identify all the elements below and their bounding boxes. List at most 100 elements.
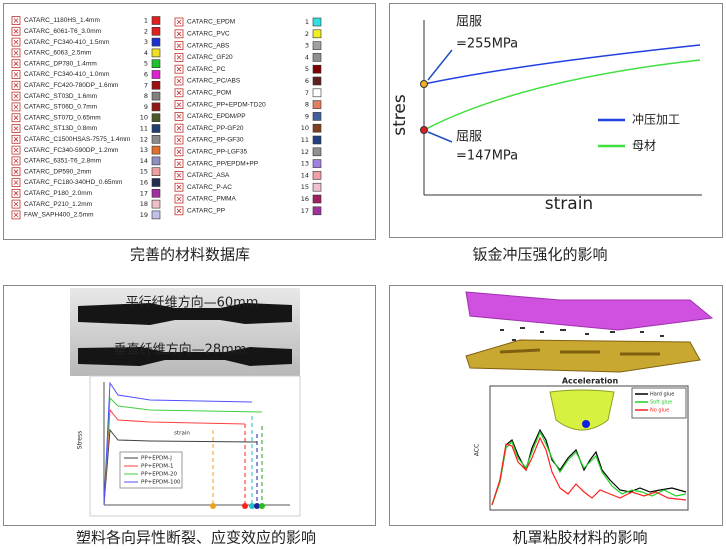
- material-icon-mark: [176, 43, 182, 48]
- material-swatch: [151, 26, 161, 36]
- legend-label: Soft glue: [650, 400, 672, 406]
- axis-label: stres: [390, 94, 410, 136]
- chart-area: [89, 375, 301, 517]
- material-name: CATARC_POM: [187, 90, 231, 97]
- material-name: CATARC_PP/EPDM+PP: [187, 160, 258, 167]
- material-swatch: [312, 123, 322, 133]
- material-swatch: [151, 124, 161, 133]
- material-icon-mark: [176, 149, 182, 155]
- material-swatch: [312, 88, 322, 98]
- material-number: 8: [305, 101, 309, 109]
- curve: [491, 428, 687, 506]
- material-number: 7: [144, 81, 148, 89]
- material-number: 15: [301, 183, 309, 191]
- material-swatch: [312, 64, 322, 74]
- material-swatch: [312, 112, 322, 121]
- material-name: CATARC_PP-LGF35: [187, 149, 247, 156]
- material-swatch: [312, 135, 322, 145]
- material-name: CATARC_P-AC: [187, 184, 232, 191]
- material-icon-mark: [176, 173, 182, 178]
- material-number: 10: [301, 124, 309, 132]
- material-number: 1: [144, 17, 148, 25]
- material-icon-mark: [176, 66, 182, 72]
- material-swatch: [312, 182, 322, 192]
- material-swatch: [151, 70, 161, 79]
- material-swatch: [151, 48, 161, 58]
- material-number: 10: [140, 114, 148, 122]
- material-name: FAW_SAPH400_2.5mm: [24, 212, 93, 219]
- dot: [242, 503, 248, 509]
- material-name: CATARC_FC340-590DP_1.2mm: [24, 147, 118, 154]
- dot: [254, 503, 260, 509]
- material-name: CATARC_6061-T6_3.0mm: [24, 28, 101, 35]
- curve: [491, 436, 687, 506]
- material-swatch: [151, 156, 161, 166]
- material-swatch: [151, 59, 161, 69]
- material-swatch: [151, 113, 161, 122]
- material-icon-mark: [176, 19, 182, 25]
- material-icon-mark: [13, 158, 19, 164]
- material-name: CATARC_6351-T6_2.8mm: [24, 158, 101, 165]
- material-number: 9: [305, 112, 309, 120]
- material-swatch: [151, 199, 161, 209]
- material-icon-mark: [176, 196, 182, 202]
- material-icon-mark: [13, 61, 19, 66]
- caption: 钣金冲压强化的影响: [472, 246, 607, 264]
- material-icon-mark: [13, 104, 19, 110]
- legend-label: No glue: [650, 408, 669, 414]
- material-swatch: [312, 100, 322, 109]
- material-number: 19: [140, 211, 148, 219]
- material-number: 6: [305, 77, 309, 85]
- material-icon-mark: [176, 78, 182, 84]
- material-name: CATARC_FC340-410_1.5mm: [24, 39, 109, 46]
- dot: [210, 503, 216, 509]
- material-name: CATARC_ASA: [187, 172, 230, 179]
- material-icon-mark: [13, 18, 19, 23]
- material-swatch: [312, 17, 322, 27]
- material-name: CATARC_P180_2.0mm: [24, 190, 92, 197]
- material-swatch: [151, 178, 161, 187]
- yield-label: 屈服: [456, 130, 482, 145]
- axis-label: strain: [545, 194, 593, 214]
- material-swatch: [312, 159, 322, 168]
- caption: 机罩粘胶材料的影响: [512, 529, 647, 547]
- material-name: CATARC_C1500HSAS-7575_1.4mm: [24, 136, 130, 143]
- material-icon-mark: [13, 50, 19, 56]
- material-name: CATARC_1180HS_1.4mm: [24, 17, 100, 24]
- material-icon-mark: [176, 161, 182, 166]
- material-number: 9: [144, 103, 148, 111]
- material-number: 7: [305, 89, 309, 97]
- material-icon-mark: [13, 126, 19, 131]
- material-number: 17: [301, 207, 309, 215]
- material-swatch: [151, 145, 161, 155]
- material-swatch: [151, 167, 161, 176]
- material-number: 18: [140, 200, 148, 208]
- legend-label: PP+EPDM-1: [141, 464, 174, 470]
- material-name: CATARC_ABS: [187, 42, 230, 49]
- material-icon-mark: [13, 137, 19, 142]
- material-name: CATARC_FC180-340HD_0.65mm: [24, 179, 122, 186]
- material-name: CATARC_ST13D_0.8mm: [24, 125, 97, 132]
- material-name: CATARC_EPDM/PP: [187, 113, 246, 120]
- material-swatch: [151, 37, 161, 47]
- material-number: 1: [305, 18, 309, 26]
- material-icon-mark: [176, 31, 182, 37]
- material-swatch: [312, 29, 322, 39]
- material-icon-mark: [13, 39, 19, 45]
- material-number: 11: [140, 125, 148, 133]
- material-icon-mark: [13, 29, 19, 34]
- material-name: CATARC_PP+EPDM-TD20: [187, 101, 266, 108]
- material-swatch: [151, 102, 161, 112]
- material-number: 2: [305, 30, 309, 38]
- material-number: 13: [301, 160, 309, 168]
- material-name: CATARC_PC/ABS: [187, 78, 241, 85]
- material-swatch: [312, 41, 322, 50]
- arrow: [427, 131, 453, 143]
- material-name: CATARC_PVC: [187, 31, 230, 38]
- photo-label: 平行纤维方向—60mm: [126, 295, 259, 311]
- material-swatch: [151, 16, 161, 25]
- material-name: CATARC_DP590_2mm: [24, 168, 91, 175]
- material-number: 5: [305, 65, 309, 73]
- legend-label: PP+EPDM-J: [141, 456, 172, 462]
- photo-label: 垂直纤维方向—28mm: [114, 342, 247, 358]
